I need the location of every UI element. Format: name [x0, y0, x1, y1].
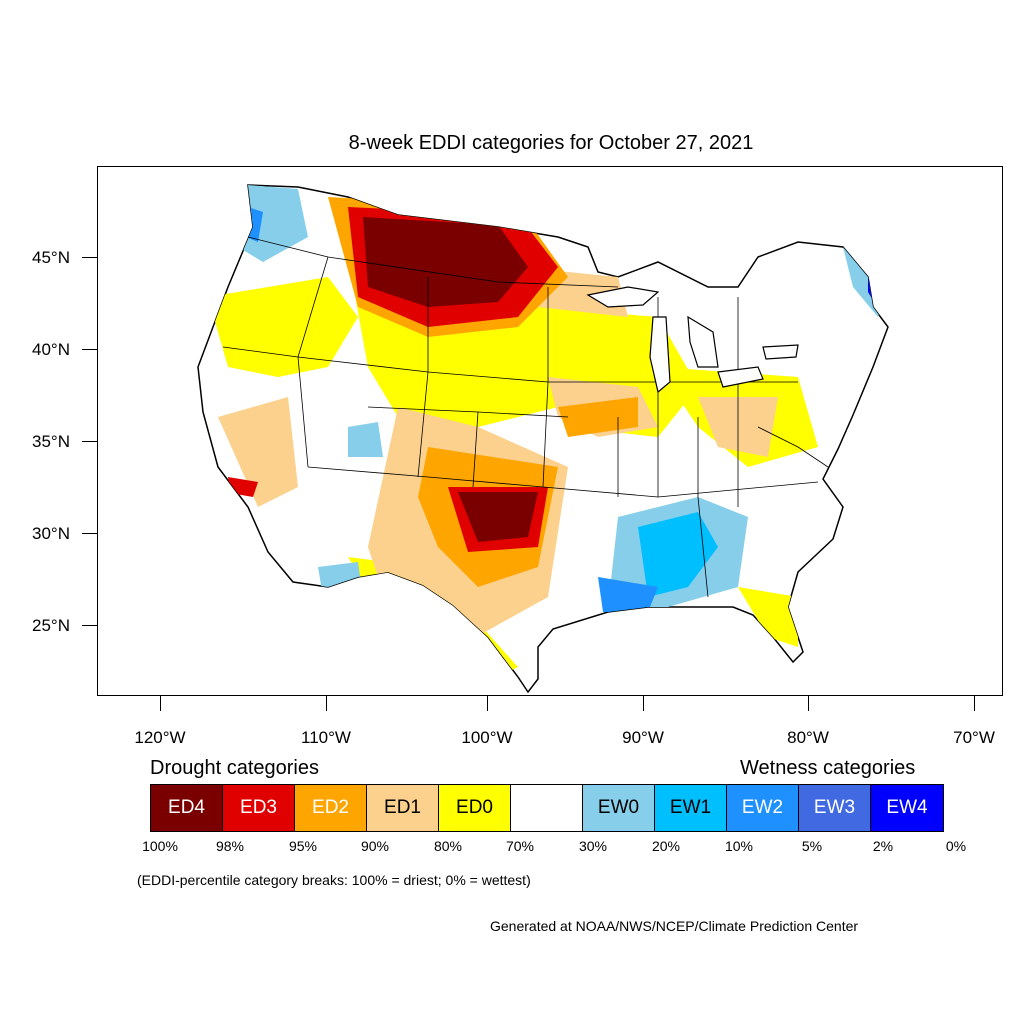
- lat-label-40: 40°N: [32, 340, 70, 359]
- break-70: 70%: [505, 838, 535, 854]
- break-30: 30%: [578, 838, 608, 854]
- break-80: 80%: [433, 838, 463, 854]
- legend-cell-ew4: EW4: [871, 785, 943, 831]
- eddi-map: [197, 184, 889, 694]
- lat-label-25: 25°N: [32, 616, 70, 635]
- breaks-note: (EDDI-percentile category breaks: 100% =…: [137, 872, 531, 888]
- legend-cell-ed4: ED4: [151, 785, 223, 831]
- credit-text: Generated at NOAA/NWS/NCEP/Climate Predi…: [490, 918, 859, 934]
- lat-label-30: 30°N: [32, 524, 70, 543]
- lat-label-35: 35°N: [32, 432, 70, 451]
- lon-label-70: 70°W: [953, 728, 995, 747]
- legend-cell-ed3: ED3: [223, 785, 295, 831]
- break-100: 100%: [142, 838, 178, 854]
- legend-cell-ed2: ED2: [295, 785, 367, 831]
- lon-label-120: 120°W: [134, 728, 186, 747]
- drought-header: Drought categories: [150, 757, 319, 779]
- legend-cell-ew3: EW3: [799, 785, 871, 831]
- legend-cell-ew0: EW0: [583, 785, 655, 831]
- great-lakes: [586, 286, 799, 394]
- lat-label-45: 45°N: [32, 248, 70, 267]
- break-98: 98%: [215, 838, 245, 854]
- lon-label-100: 100°W: [461, 728, 513, 747]
- break-0: 0%: [945, 838, 967, 854]
- map-title: 8-week EDDI categories for October 27, 2…: [348, 132, 754, 154]
- state-boundaries: [222, 236, 829, 598]
- break-2: 2%: [872, 838, 894, 854]
- category-legend: ED4 ED3 ED2 ED1 ED0 EW0 EW1 EW2 EW3 EW4: [150, 784, 944, 832]
- break-20: 20%: [651, 838, 681, 854]
- lon-label-80: 80°W: [787, 728, 829, 747]
- break-10: 10%: [724, 838, 754, 854]
- wetness-header: Wetness categories: [740, 757, 916, 779]
- lon-label-90: 90°W: [622, 728, 664, 747]
- legend-cell-ed1: ED1: [367, 785, 439, 831]
- break-95: 95%: [288, 838, 318, 854]
- legend-cell-neutral: [511, 785, 583, 831]
- lon-label-110: 110°W: [301, 728, 351, 747]
- legend-cell-ew2: EW2: [727, 785, 799, 831]
- legend-cell-ew1: EW1: [655, 785, 727, 831]
- map-frame: [97, 166, 1003, 696]
- break-5: 5%: [801, 838, 823, 854]
- legend-cell-ed0: ED0: [439, 785, 511, 831]
- break-90: 90%: [360, 838, 390, 854]
